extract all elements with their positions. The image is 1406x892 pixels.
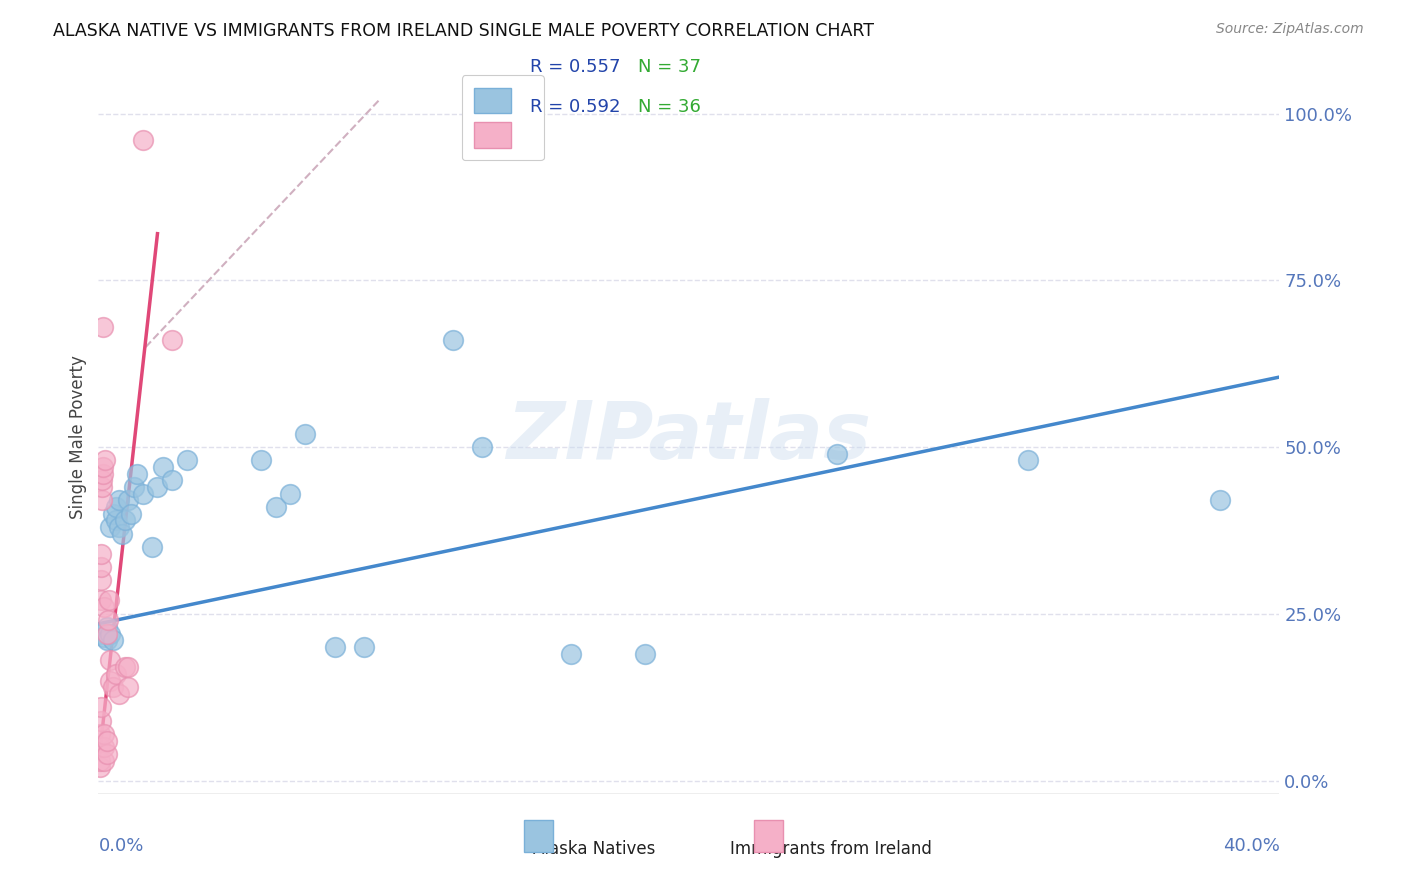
Text: Source: ZipAtlas.com: Source: ZipAtlas.com: [1216, 22, 1364, 37]
Text: N = 36: N = 36: [638, 98, 702, 116]
Point: [93, 754, 115, 768]
Point: [96, 633, 118, 648]
Text: N = 37: N = 37: [638, 58, 702, 76]
Point: [98, 653, 121, 667]
Point: [132, 133, 155, 147]
Point: [108, 493, 131, 508]
Point: [634, 647, 657, 661]
Point: [280, 487, 302, 501]
Point: [560, 647, 582, 661]
Point: [176, 453, 198, 467]
Text: Alaska Natives: Alaska Natives: [533, 840, 655, 858]
Point: [117, 680, 139, 694]
Point: [93, 630, 115, 644]
Point: [441, 334, 464, 348]
Point: [89, 760, 111, 774]
Point: [96, 620, 118, 634]
Point: [111, 526, 134, 541]
Point: [90, 714, 112, 728]
Point: [132, 487, 155, 501]
Point: [264, 500, 287, 515]
Point: [98, 673, 121, 688]
Point: [103, 680, 125, 694]
Point: [93, 600, 115, 615]
Point: [105, 500, 128, 515]
Point: [93, 727, 115, 741]
Text: Immigrants from Ireland: Immigrants from Ireland: [730, 840, 932, 858]
Point: [105, 513, 128, 527]
Point: [114, 660, 136, 674]
Point: [91, 320, 114, 334]
Point: [162, 474, 183, 488]
Point: [250, 453, 273, 467]
Point: [125, 467, 148, 481]
FancyBboxPatch shape: [754, 821, 783, 853]
Point: [98, 520, 121, 534]
Point: [90, 700, 112, 714]
Point: [471, 440, 494, 454]
Point: [93, 740, 115, 755]
Point: [1018, 453, 1040, 467]
Point: [120, 507, 142, 521]
Point: [90, 560, 112, 574]
Point: [97, 593, 120, 607]
Point: [108, 520, 131, 534]
Point: [91, 474, 114, 488]
Point: [96, 733, 118, 747]
Point: [1209, 493, 1232, 508]
Text: 0.0%: 0.0%: [98, 837, 143, 855]
Point: [97, 614, 120, 628]
Point: [91, 460, 114, 475]
Point: [105, 666, 128, 681]
Legend:   ,   : ,: [461, 75, 544, 161]
Point: [89, 754, 111, 768]
Point: [90, 547, 112, 561]
Point: [146, 480, 169, 494]
Point: [98, 627, 121, 641]
Point: [103, 633, 125, 648]
Point: [141, 540, 163, 554]
Point: [117, 660, 139, 674]
Text: R = 0.592: R = 0.592: [530, 98, 620, 116]
Point: [91, 467, 114, 481]
Point: [294, 426, 316, 441]
Point: [89, 740, 111, 755]
Point: [96, 627, 118, 641]
FancyBboxPatch shape: [523, 821, 553, 853]
Point: [825, 447, 848, 461]
Point: [89, 727, 111, 741]
Point: [162, 334, 183, 348]
Text: ALASKA NATIVE VS IMMIGRANTS FROM IRELAND SINGLE MALE POVERTY CORRELATION CHART: ALASKA NATIVE VS IMMIGRANTS FROM IRELAND…: [53, 22, 875, 40]
Point: [103, 507, 125, 521]
Point: [152, 460, 174, 475]
Point: [114, 513, 136, 527]
Point: [96, 747, 118, 761]
Point: [90, 574, 112, 588]
Text: R = 0.557: R = 0.557: [530, 58, 620, 76]
Point: [117, 493, 139, 508]
Point: [91, 493, 114, 508]
Point: [90, 627, 112, 641]
Text: ZIPatlas: ZIPatlas: [506, 398, 872, 476]
Point: [108, 687, 131, 701]
Point: [94, 453, 117, 467]
Y-axis label: Single Male Poverty: Single Male Poverty: [69, 355, 87, 519]
Text: 40.0%: 40.0%: [1223, 837, 1279, 855]
Point: [353, 640, 375, 655]
Point: [122, 480, 145, 494]
Point: [91, 480, 114, 494]
Point: [323, 640, 346, 655]
Point: [90, 593, 112, 607]
